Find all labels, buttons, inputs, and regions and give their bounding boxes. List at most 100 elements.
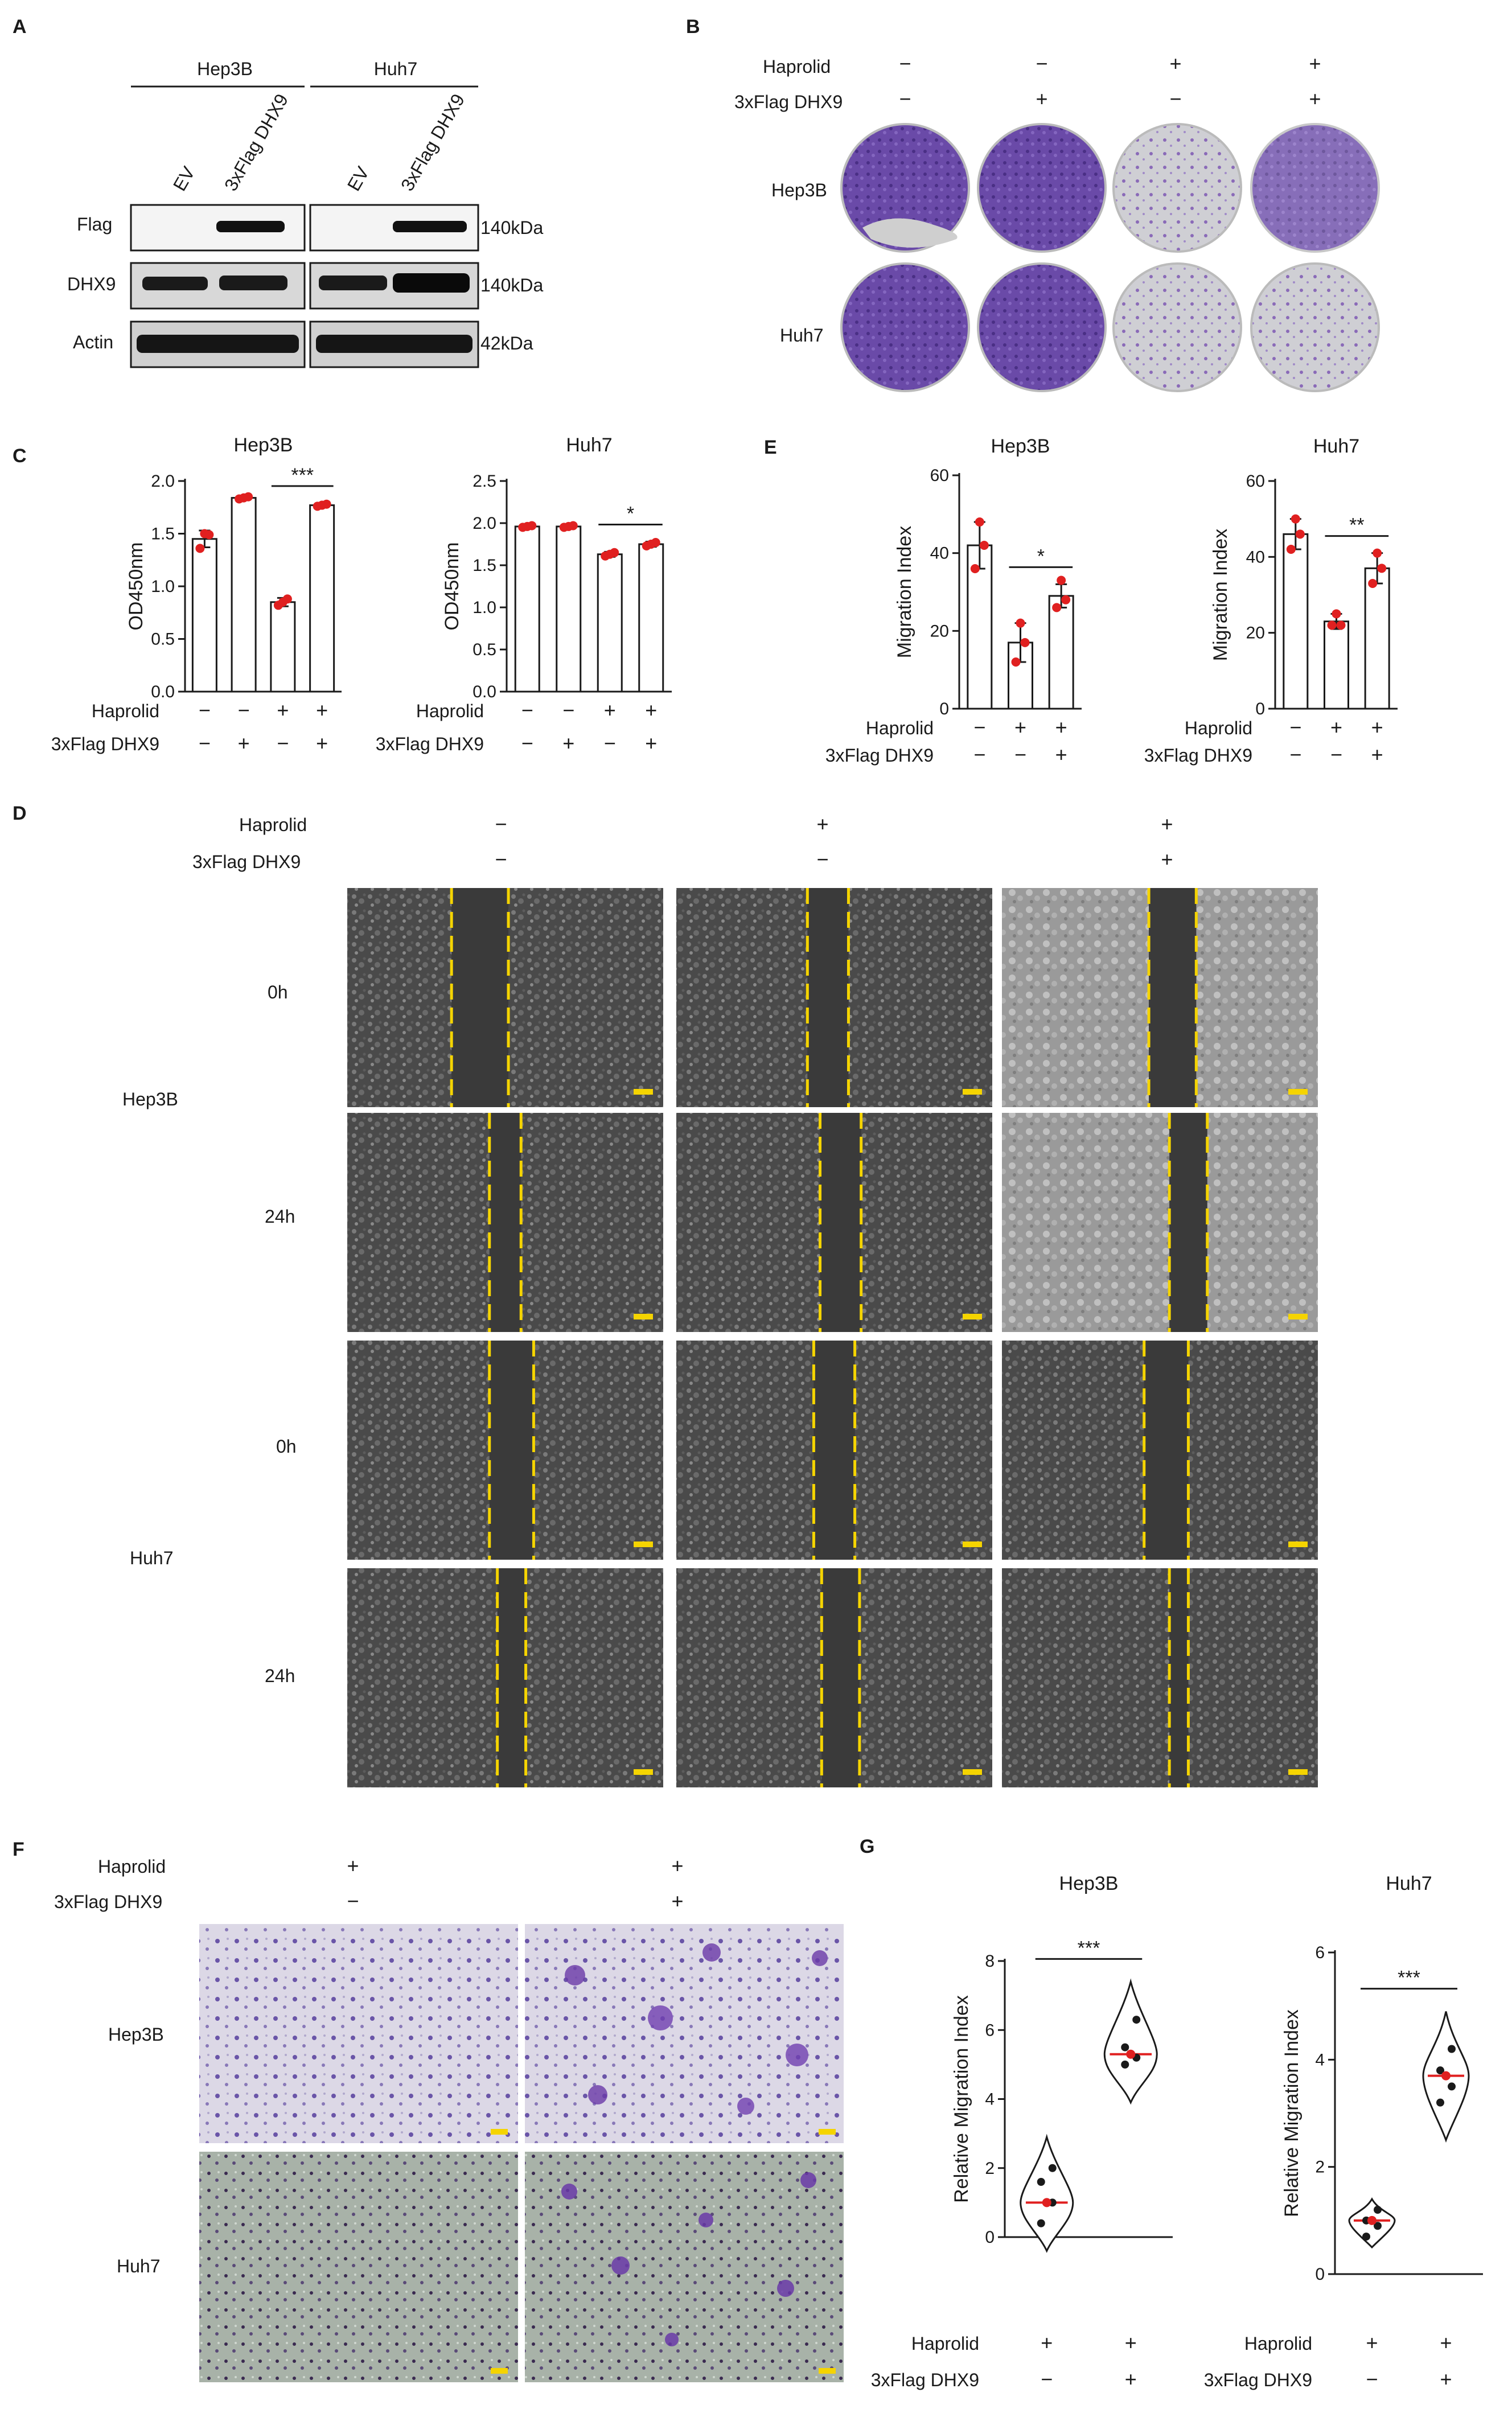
y-tick-label: 2 [1315, 2158, 1325, 2177]
treatment-sign: + [1055, 743, 1067, 766]
plate-huh7-2 [977, 262, 1107, 392]
panel-a-letter: A [13, 16, 27, 38]
y-tick-label: 8 [985, 1952, 995, 1971]
treatment-sign: + [1366, 2331, 1378, 2354]
y-tick-label: 4 [1315, 2050, 1325, 2069]
panel-b-treatment-flag: 3xFlag DHX9 [734, 92, 843, 112]
panel-a: A Hep3B Huh7 EV 3xFlag DHX9 EV 3xFlag DH… [13, 16, 544, 368]
panel-g-letter: G [860, 1836, 874, 1857]
panel-d-time-huh7-0h: 0h [276, 1436, 297, 1457]
treatment-sign: + [562, 731, 574, 755]
treatment-sign: − [199, 698, 211, 722]
panel-b-row-hep3b: Hep3B [771, 180, 827, 200]
treatment-row-label: Haprolid [1244, 2333, 1312, 2354]
bar [1048, 595, 1074, 710]
data-point [1448, 2045, 1456, 2053]
treatment-sign: − [1330, 743, 1342, 766]
bar [1364, 567, 1390, 710]
bar [638, 543, 664, 693]
plate-hep3b-3 [1112, 123, 1242, 253]
data-point [204, 530, 214, 540]
y-tick-label: 60 [1246, 472, 1265, 491]
y-tick-label: 2.5 [472, 472, 496, 491]
scratch-image [1002, 1113, 1318, 1332]
significance-label: * [627, 503, 634, 525]
scale-bar [634, 1769, 653, 1775]
median-point [1367, 2215, 1377, 2225]
treatment-sign: − [1289, 743, 1301, 766]
scale-bar [963, 1089, 982, 1095]
band-flag-huh7 [393, 221, 467, 232]
treatment-sign: + [1371, 743, 1383, 766]
y-tick-label: 0.5 [151, 630, 175, 649]
data-point [1286, 545, 1296, 554]
y-tick-label: 20 [1246, 624, 1265, 643]
data-point [1291, 514, 1300, 524]
violin [1103, 1978, 1158, 2105]
blot-row-dhx9: DHX9 [67, 274, 116, 294]
panel-d-cell-hep3b: Hep3B [122, 1089, 178, 1109]
data-point [282, 594, 292, 604]
data-point [1448, 2082, 1456, 2091]
y-tick-label: 40 [1246, 548, 1265, 566]
treatment-row-label: Haprolid [416, 701, 484, 721]
data-point [568, 521, 578, 531]
panel-f-sign-f2: + [671, 1889, 683, 1913]
panel-b-sign-h1: − [899, 52, 911, 75]
data-point [1336, 620, 1346, 630]
y-tick-label: 1.0 [472, 598, 496, 617]
significance-label: *** [291, 464, 314, 486]
bar [309, 504, 335, 693]
scale-bar [963, 1769, 982, 1775]
panel-b-sign-h4: + [1309, 52, 1321, 75]
bar [1283, 533, 1309, 710]
data-point [1374, 2222, 1382, 2230]
data-point [975, 517, 984, 527]
treatment-sign: + [1371, 716, 1383, 739]
treatment-row-label: 3xFlag DHX9 [1204, 2370, 1312, 2390]
scale-bar [963, 1541, 982, 1547]
y-tick-label: 0.0 [472, 683, 496, 701]
chart-title: Hep3B [234, 434, 293, 456]
chart-g-hep3b: Hep3B Relative Migration Index 0 2 4 6 8 *** Hap… [871, 1873, 1173, 2391]
panel-f-cell-hep3b: Hep3B [108, 2024, 164, 2045]
panel-b-sign-h3: + [1169, 52, 1181, 75]
panel-d-sign-h1: − [495, 812, 507, 836]
lane-label-ev-huh7: EV [343, 163, 373, 195]
violin [1020, 2133, 1074, 2253]
scratch-gap [1149, 888, 1197, 1107]
scale-bar [1288, 1314, 1308, 1319]
y-tick-label: 4 [985, 2090, 995, 2109]
y-axis-label: Relative Migration Index [1281, 2009, 1303, 2217]
median-point [1126, 2049, 1136, 2059]
scale-bar [1288, 1541, 1308, 1547]
data-point [979, 541, 989, 550]
data-point [322, 499, 331, 509]
panel-b-sign-f1: − [899, 87, 911, 110]
treatment-sign: + [1440, 2331, 1452, 2354]
y-tick-label: 2 [985, 2159, 995, 2178]
size-label-dhx9: 140kDa [480, 275, 544, 295]
panel-d-treatment-haprolid: Haprolid [239, 815, 307, 835]
band-dhx9-ev-huh7 [319, 276, 387, 290]
panel-e-letter: E [764, 437, 777, 458]
chart-title: Hep3B [991, 435, 1050, 457]
data-point [1057, 575, 1066, 585]
panel-d-sign-f3: + [1161, 848, 1173, 871]
panel-d-time-hep3b-0h: 0h [268, 982, 288, 1002]
treatment-sign: − [562, 698, 574, 722]
lane-label-flag-hep3b: 3xFlag DHX9 [220, 91, 292, 195]
scale-bar [634, 1089, 653, 1095]
scratch-gap [813, 1341, 855, 1560]
y-axis-label: Relative Migration Index [951, 1995, 972, 2203]
data-point [1037, 2219, 1045, 2227]
y-axis-label: OD450nm [125, 542, 147, 631]
scale-bar [963, 1314, 982, 1319]
plate-huh7-1 [840, 262, 970, 392]
treatment-sign: + [1055, 716, 1067, 739]
chart-title: Huh7 [566, 434, 612, 456]
band-actin-huh7 [316, 335, 472, 353]
treatment-sign: − [199, 731, 211, 755]
panel-b-row-huh7: Huh7 [780, 325, 824, 346]
lane-label-flag-huh7: 3xFlag DHX9 [397, 91, 469, 195]
